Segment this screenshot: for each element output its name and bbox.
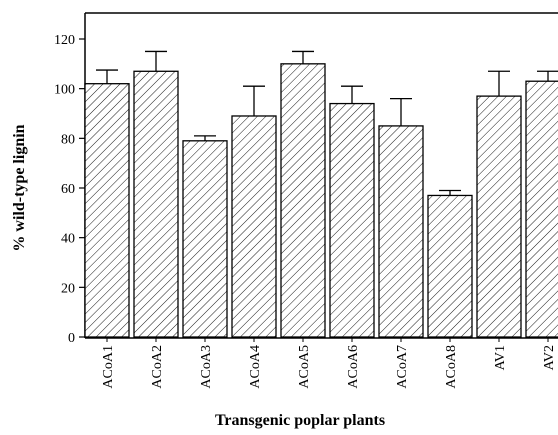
y-tick-label: 20	[61, 281, 75, 296]
bar	[280, 63, 326, 338]
x-tick-label: ACoA4	[248, 345, 263, 389]
y-tick-label: 0	[68, 331, 75, 346]
y-tick-label: 60	[61, 182, 75, 197]
x-tick-label: ACoA6	[346, 345, 361, 389]
x-axis-title: Transgenic poplar plants	[215, 412, 385, 429]
bar	[133, 70, 179, 338]
y-tick-label: 120	[54, 33, 75, 48]
bar	[84, 83, 130, 338]
x-tick-label: ACoA3	[199, 345, 214, 389]
bar	[231, 115, 277, 338]
x-tick-label: ACoA8	[444, 345, 459, 389]
x-tick-label: ACoA7	[395, 345, 410, 389]
x-tick-label: AV2	[542, 345, 557, 370]
bar	[427, 194, 473, 338]
x-tick-label: ACoA2	[150, 345, 165, 389]
bar	[182, 140, 228, 338]
x-tick-label: AV1	[493, 345, 508, 370]
x-tick-label: ACoA5	[297, 345, 312, 389]
y-tick-label: 80	[61, 132, 75, 147]
y-axis-title: % wild-type lignin	[11, 124, 28, 251]
x-tick-label: ACoA1	[101, 345, 116, 389]
y-tick-label: 40	[61, 232, 75, 247]
y-tick-label: 100	[54, 83, 75, 98]
bar	[476, 95, 522, 338]
bar	[525, 80, 558, 338]
bar	[378, 125, 424, 338]
bar	[329, 102, 375, 338]
